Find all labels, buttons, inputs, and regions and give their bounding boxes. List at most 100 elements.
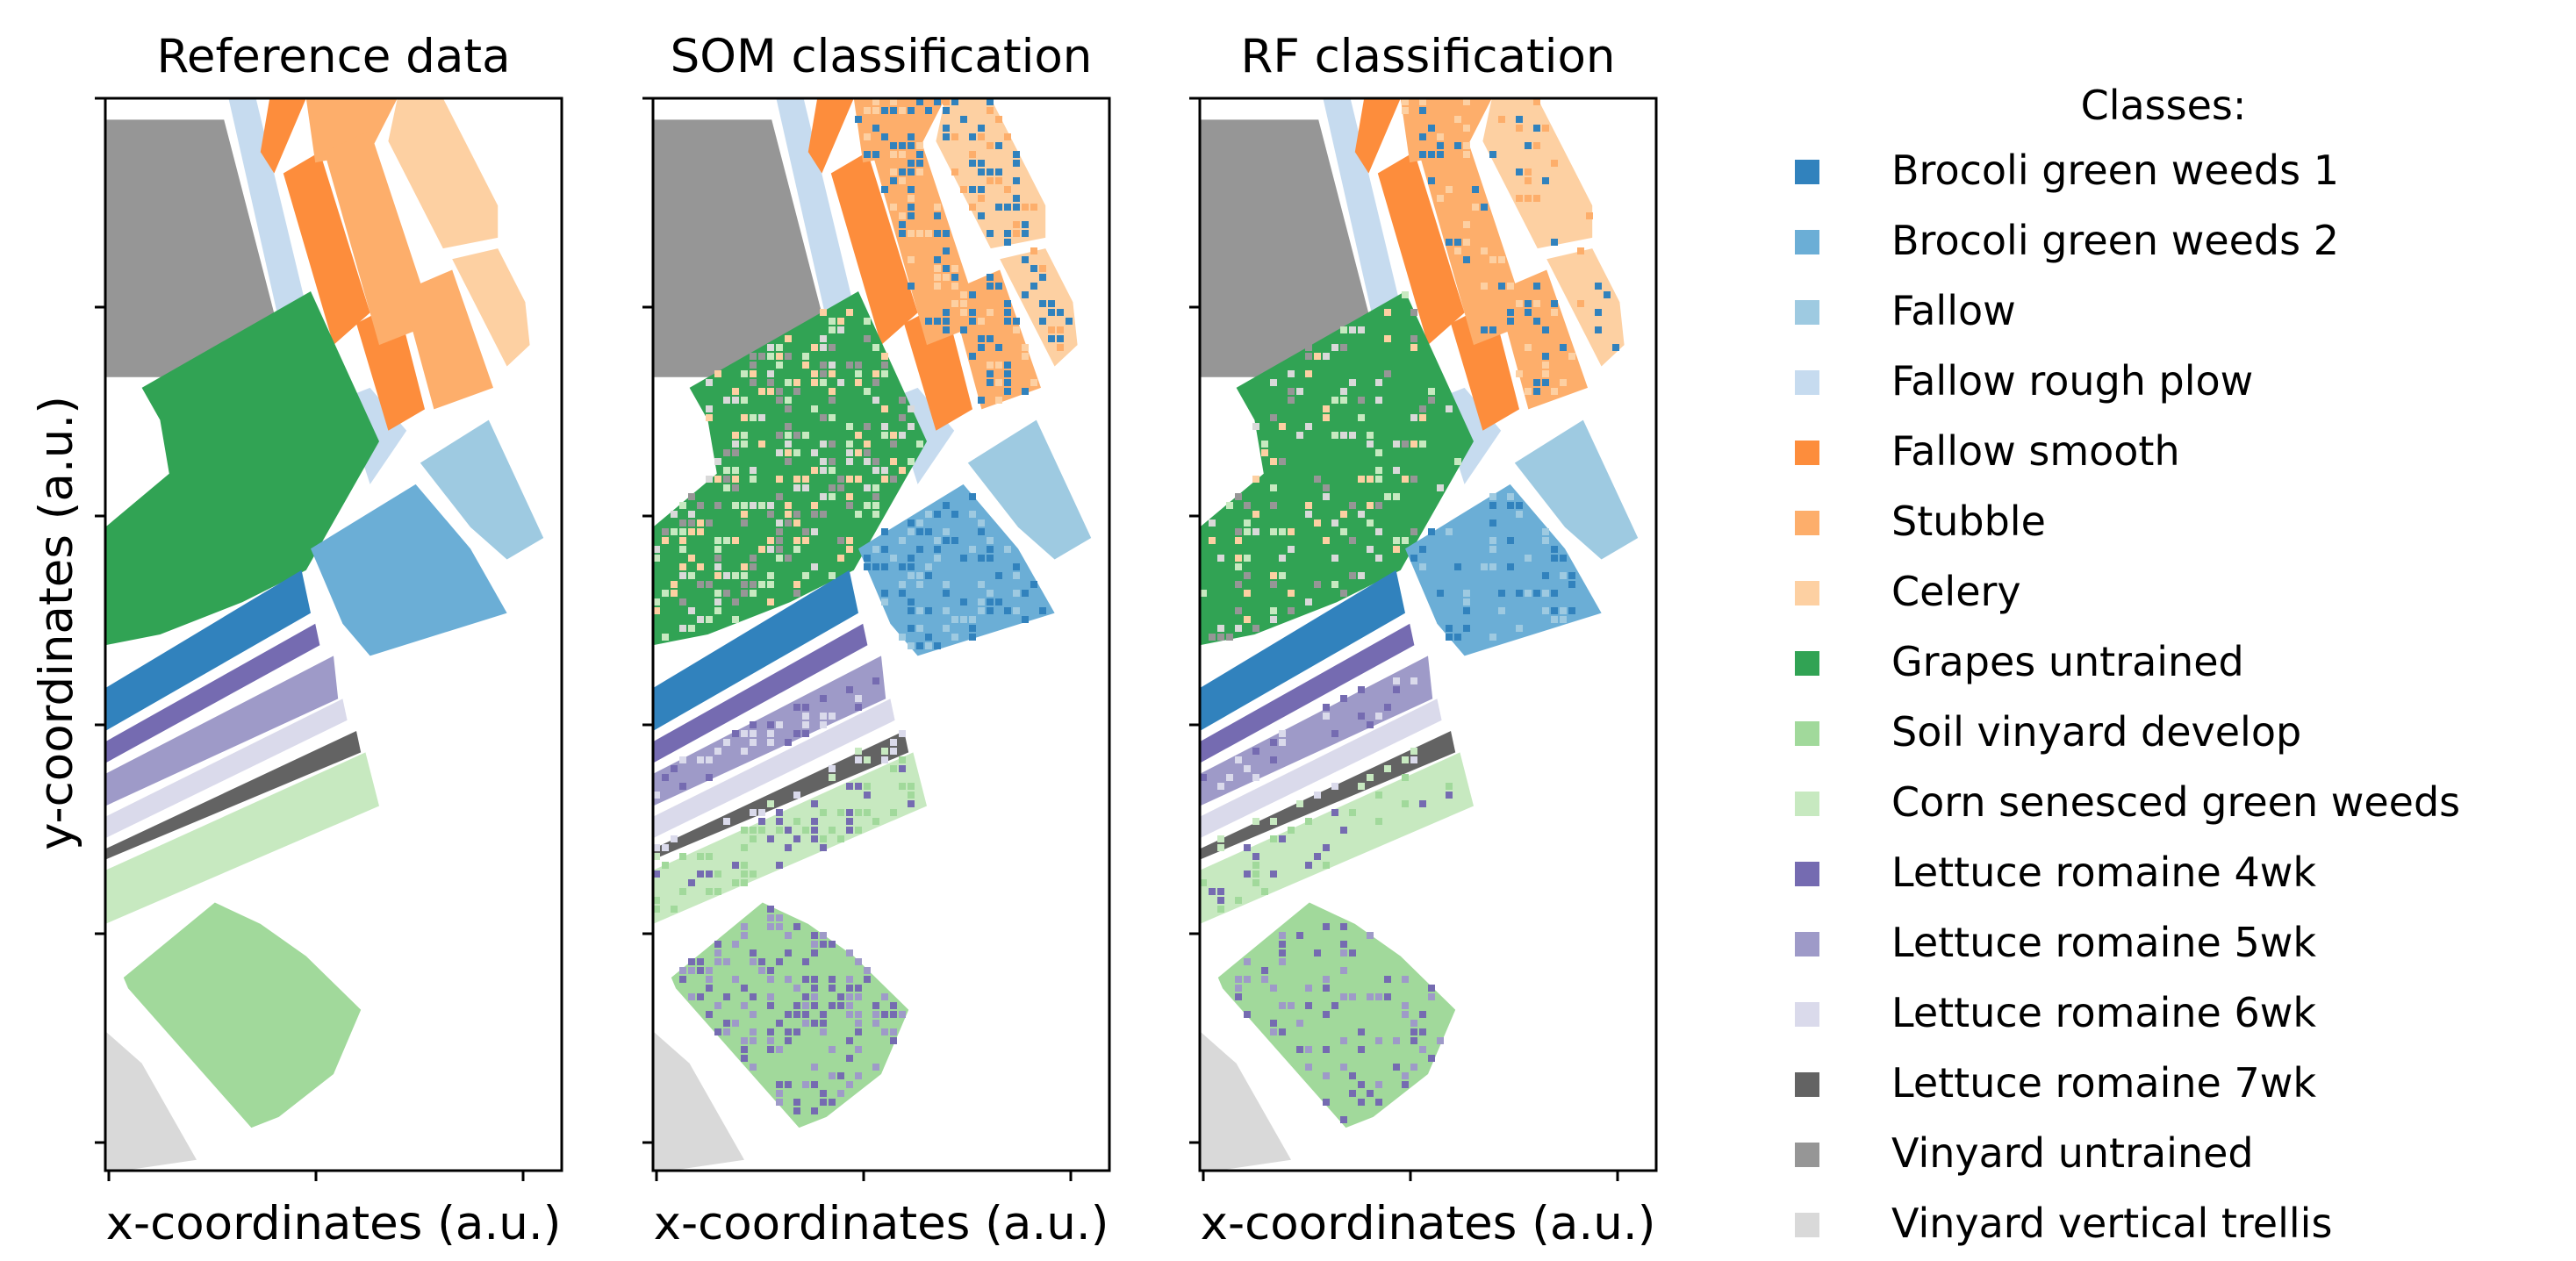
pixel-noise	[767, 835, 774, 842]
pixel-noise	[1516, 125, 1523, 132]
pixel-noise	[767, 581, 774, 588]
pixel-noise	[1244, 528, 1251, 535]
pixel-noise	[750, 581, 757, 588]
pixel-noise	[793, 476, 800, 483]
pixel-noise	[881, 405, 888, 412]
pixel-noise	[802, 730, 809, 737]
pixel-noise	[1066, 318, 1073, 325]
pixel-noise	[855, 511, 862, 518]
pixel-noise	[1560, 607, 1567, 614]
pixel-noise	[1428, 177, 1435, 184]
pixel-noise	[741, 572, 748, 579]
pixel-noise	[1270, 985, 1277, 992]
pixel-noise	[1279, 528, 1286, 535]
legend-entry: Lettuce romaine 7wk	[1795, 1059, 2316, 1107]
pixel-noise	[785, 1081, 792, 1088]
pixel-noise	[969, 160, 976, 167]
pixel-noise	[1340, 388, 1347, 395]
pixel-noise	[706, 405, 713, 412]
pixel-noise	[750, 730, 757, 737]
pixel-noise	[767, 1046, 774, 1053]
pixel-noise	[1279, 958, 1286, 965]
pixel-noise	[750, 958, 757, 965]
pixel-noise	[837, 555, 844, 562]
pixel-noise	[1270, 871, 1277, 878]
pixel-noise	[1004, 379, 1011, 386]
legend-entry: Fallow	[1795, 287, 2016, 334]
pixel-noise	[662, 774, 669, 781]
pixel-noise	[829, 774, 836, 781]
pixel-noise	[767, 730, 774, 737]
pixel-noise	[1288, 607, 1295, 614]
pixel-noise	[1507, 309, 1514, 316]
pixel-noise	[872, 1064, 879, 1071]
pixel-noise	[1323, 1072, 1330, 1079]
pixel-noise	[750, 370, 757, 377]
pixel-noise	[697, 756, 704, 763]
pixel-noise	[1323, 493, 1330, 500]
pixel-noise	[1331, 809, 1338, 816]
pixel-noise	[1252, 748, 1259, 755]
pixel-noise	[943, 274, 950, 281]
pixel-noise	[1013, 195, 1020, 202]
pixel-noise	[697, 616, 704, 623]
pixel-noise	[855, 1028, 862, 1035]
pixel-noise	[1463, 598, 1470, 605]
pixel-noise	[1402, 476, 1409, 483]
pixel-noise	[1235, 756, 1242, 763]
pixel-noise	[1340, 1064, 1347, 1071]
pixel-noise	[714, 941, 721, 948]
pixel-noise	[688, 607, 695, 614]
pixel-noise	[1358, 1046, 1365, 1053]
corn-senesced-strip	[1200, 752, 1474, 924]
pixel-noise	[1340, 827, 1347, 834]
pixel-noise	[1013, 160, 1020, 167]
pixel-noise	[872, 563, 879, 570]
pixel-noise	[1410, 476, 1417, 483]
pixel-noise	[662, 844, 669, 851]
pixel-noise	[872, 1020, 879, 1027]
pixel-noise	[706, 774, 713, 781]
pixel-noise	[1305, 1046, 1312, 1053]
pixel-noise	[872, 98, 879, 105]
pixel-noise	[1481, 563, 1488, 570]
pixel-noise	[1402, 1072, 1409, 1079]
pixel-noise	[706, 616, 713, 623]
pixel-noise	[1358, 1081, 1365, 1088]
pixel-noise	[1209, 519, 1216, 527]
pixel-noise	[714, 748, 721, 755]
pixel-noise	[1533, 318, 1540, 325]
pixel-noise	[767, 914, 774, 921]
pixel-noise	[1560, 344, 1567, 351]
pixel-noise	[1331, 1002, 1338, 1009]
pixel-noise	[776, 1020, 783, 1027]
pixel-noise	[890, 476, 897, 483]
pixel-noise	[1367, 441, 1374, 448]
pixel-noise	[1604, 291, 1611, 298]
pixel-noise	[793, 835, 800, 842]
pixel-noise	[793, 818, 800, 825]
pixel-noise	[1305, 1064, 1312, 1071]
legend-swatch	[1795, 441, 1819, 465]
pixel-noise	[741, 730, 748, 737]
pixel-noise	[1516, 511, 1523, 518]
pixel-noise	[741, 1046, 748, 1053]
pixel-noise	[1217, 888, 1224, 895]
fallow-field	[967, 419, 1092, 560]
pixel-noise	[714, 537, 721, 544]
pixel-noise	[1410, 748, 1417, 755]
pixel-noise	[697, 519, 704, 527]
pixel-noise	[916, 528, 923, 535]
pixel-noise	[1323, 923, 1330, 930]
pixel-noise	[1384, 335, 1391, 342]
pixel-noise	[1507, 283, 1514, 290]
pixel-noise	[776, 388, 783, 395]
pixel-noise	[714, 871, 721, 878]
pixel-noise	[908, 283, 915, 290]
pixel-noise	[1568, 607, 1575, 614]
pixel-noise	[820, 809, 827, 816]
pixel-noise	[767, 546, 774, 553]
pixel-noise	[934, 546, 941, 553]
pixel-noise	[811, 370, 818, 377]
pixel-noise	[802, 353, 809, 360]
